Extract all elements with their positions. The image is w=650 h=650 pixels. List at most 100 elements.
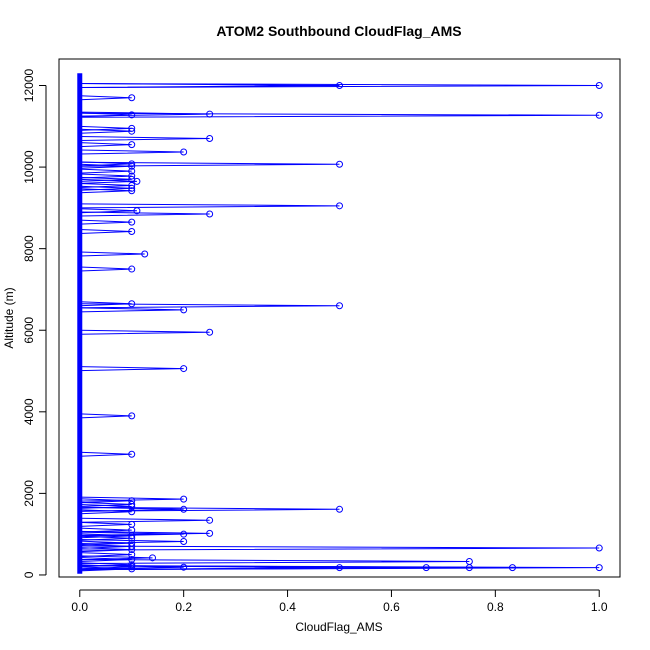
series-points (128, 82, 603, 573)
data-point (128, 534, 136, 542)
data-point (128, 184, 136, 192)
data-point (128, 500, 136, 508)
x-axis: 0.0 0.2 0.4 0.6 0.8 1.0 (71, 589, 608, 614)
data-point (180, 538, 188, 546)
x-tick-label: 0.2 (175, 600, 192, 614)
data-point (128, 555, 136, 563)
data-point (180, 365, 188, 373)
spike-line (79, 251, 145, 257)
spike-line (79, 229, 132, 235)
data-point (128, 300, 136, 308)
spike-line (79, 219, 132, 225)
x-tick-label: 0.8 (487, 600, 504, 614)
spike-line (79, 136, 210, 142)
data-point (336, 564, 343, 572)
spike-line (79, 366, 184, 372)
spike-line (79, 451, 132, 457)
data-point (206, 210, 214, 218)
data-point (508, 564, 516, 572)
spike-line (79, 329, 210, 335)
data-point (128, 542, 136, 550)
data-point (128, 539, 136, 547)
data-point (128, 218, 136, 226)
x-tick-label: 0.6 (383, 600, 400, 614)
spike-line (79, 413, 132, 419)
data-point (206, 529, 214, 537)
data-point (128, 127, 136, 135)
spike-line (79, 266, 132, 272)
y-tick-label: 2000 (22, 480, 36, 507)
data-point (465, 564, 473, 572)
x-tick-label: 0.4 (279, 600, 296, 614)
data-point (128, 502, 136, 510)
data-point (180, 563, 188, 571)
data-point (336, 160, 343, 168)
spike-line (79, 509, 132, 515)
spike-line (79, 112, 600, 118)
data-point (206, 516, 214, 524)
spike-line (79, 565, 600, 571)
spike-line (79, 545, 600, 551)
data-point (128, 167, 136, 175)
y-axis-label: Altitude (m) (2, 287, 16, 348)
data-point (128, 141, 136, 149)
data-point (180, 505, 188, 513)
data-point (595, 111, 603, 119)
spike-line (79, 506, 340, 512)
data-point (206, 328, 214, 336)
spike-line (79, 498, 132, 504)
spike-line (79, 203, 340, 209)
series-lines (77, 73, 600, 574)
spike-line (79, 149, 184, 155)
data-point (149, 554, 156, 562)
spike-line (79, 559, 470, 565)
data-point (128, 561, 136, 569)
plot-frame (58, 58, 621, 578)
data-point (133, 177, 141, 185)
data-point (141, 250, 149, 258)
spike-line (79, 128, 132, 134)
y-tick-label: 8000 (22, 235, 36, 262)
data-point (206, 110, 214, 118)
spike-line (79, 163, 132, 169)
data-point (128, 228, 136, 236)
data-point (128, 162, 136, 170)
spike-line (79, 83, 600, 89)
spike-line (79, 211, 210, 217)
data-point (128, 124, 136, 132)
data-point (422, 564, 430, 572)
data-point (180, 530, 188, 538)
data-point (128, 111, 136, 119)
data-point (128, 187, 136, 195)
data-point (128, 563, 136, 571)
spike-line (79, 530, 210, 536)
y-tick-label: 6000 (22, 317, 36, 344)
data-point (128, 412, 136, 420)
spike-line (79, 178, 137, 184)
data-point (128, 565, 136, 573)
spike-line (79, 188, 132, 194)
spike-line (79, 307, 184, 313)
data-point (128, 265, 136, 273)
spike-line (79, 521, 132, 527)
data-point (206, 135, 214, 143)
data-point (128, 450, 136, 458)
spike-line (79, 142, 132, 148)
data-point (336, 82, 343, 90)
spike-line (79, 168, 132, 174)
data-point (128, 532, 136, 540)
data-point (128, 94, 136, 102)
data-point (595, 82, 603, 90)
spike-line (79, 303, 340, 309)
data-point (128, 181, 136, 189)
data-point (128, 546, 136, 554)
data-point (180, 495, 188, 503)
y-tick-label: 12000 (22, 69, 36, 103)
data-point (128, 508, 136, 516)
data-point (336, 202, 343, 210)
spike-line (79, 501, 132, 507)
x-tick-label: 1.0 (591, 600, 608, 614)
data-point (595, 544, 603, 552)
spike-line (79, 95, 132, 101)
